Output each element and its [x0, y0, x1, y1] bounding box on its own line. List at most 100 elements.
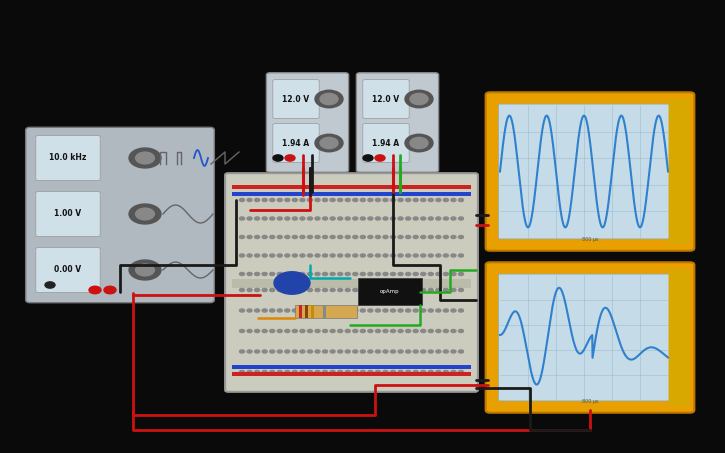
Circle shape: [247, 371, 252, 374]
FancyBboxPatch shape: [36, 192, 100, 236]
Circle shape: [315, 217, 320, 220]
Circle shape: [338, 272, 343, 275]
Circle shape: [360, 217, 365, 220]
FancyBboxPatch shape: [266, 73, 349, 172]
Circle shape: [136, 264, 154, 276]
Circle shape: [360, 350, 365, 353]
Circle shape: [451, 217, 456, 220]
Circle shape: [368, 309, 373, 312]
Circle shape: [428, 254, 434, 257]
Circle shape: [353, 198, 357, 202]
Circle shape: [239, 217, 244, 220]
Circle shape: [292, 371, 297, 374]
Text: 12.0 V: 12.0 V: [373, 95, 399, 103]
Circle shape: [383, 289, 388, 292]
Circle shape: [247, 236, 252, 239]
Circle shape: [458, 198, 463, 202]
Circle shape: [363, 155, 373, 161]
Circle shape: [458, 329, 463, 333]
Circle shape: [360, 272, 365, 275]
Circle shape: [406, 371, 410, 374]
FancyBboxPatch shape: [668, 99, 689, 244]
Circle shape: [420, 236, 426, 239]
Circle shape: [254, 329, 260, 333]
FancyBboxPatch shape: [486, 262, 695, 413]
Circle shape: [330, 289, 335, 292]
Circle shape: [391, 309, 396, 312]
Circle shape: [436, 350, 441, 353]
Circle shape: [262, 254, 267, 257]
Circle shape: [368, 371, 373, 374]
Circle shape: [376, 272, 381, 275]
Circle shape: [338, 329, 343, 333]
Circle shape: [330, 217, 335, 220]
Bar: [232, 185, 471, 189]
Circle shape: [285, 254, 290, 257]
Circle shape: [270, 217, 275, 220]
Circle shape: [444, 350, 448, 353]
Circle shape: [413, 272, 418, 275]
Circle shape: [285, 272, 290, 275]
Circle shape: [353, 329, 357, 333]
Circle shape: [413, 217, 418, 220]
Circle shape: [270, 350, 275, 353]
Circle shape: [254, 309, 260, 312]
Circle shape: [451, 254, 456, 257]
Circle shape: [307, 198, 312, 202]
Circle shape: [420, 272, 426, 275]
Circle shape: [285, 350, 290, 353]
Circle shape: [458, 371, 463, 374]
Circle shape: [330, 371, 335, 374]
Circle shape: [300, 272, 305, 275]
Circle shape: [270, 236, 275, 239]
Circle shape: [376, 289, 381, 292]
Circle shape: [444, 217, 448, 220]
Circle shape: [323, 217, 328, 220]
Circle shape: [406, 198, 410, 202]
Circle shape: [428, 350, 434, 353]
Bar: [232, 279, 471, 288]
Circle shape: [338, 198, 343, 202]
Circle shape: [375, 155, 385, 161]
Circle shape: [360, 371, 365, 374]
Circle shape: [254, 254, 260, 257]
Circle shape: [420, 289, 426, 292]
Circle shape: [405, 134, 433, 152]
Circle shape: [262, 236, 267, 239]
Circle shape: [300, 350, 305, 353]
Circle shape: [323, 371, 328, 374]
Circle shape: [323, 350, 328, 353]
Circle shape: [410, 93, 428, 105]
Circle shape: [285, 155, 295, 161]
Circle shape: [307, 371, 312, 374]
Circle shape: [451, 236, 456, 239]
FancyBboxPatch shape: [225, 173, 478, 392]
Bar: [299, 305, 302, 318]
Circle shape: [307, 272, 312, 275]
Circle shape: [458, 217, 463, 220]
Circle shape: [405, 90, 433, 108]
Circle shape: [239, 236, 244, 239]
Circle shape: [292, 236, 297, 239]
Circle shape: [323, 198, 328, 202]
Circle shape: [345, 236, 350, 239]
FancyBboxPatch shape: [273, 80, 319, 118]
Circle shape: [262, 272, 267, 275]
Circle shape: [451, 309, 456, 312]
Circle shape: [398, 329, 403, 333]
Circle shape: [274, 272, 310, 294]
Text: 0.00 V: 0.00 V: [54, 265, 82, 275]
Circle shape: [270, 198, 275, 202]
FancyBboxPatch shape: [499, 104, 669, 239]
Circle shape: [353, 289, 357, 292]
Circle shape: [444, 254, 448, 257]
Circle shape: [300, 217, 305, 220]
Circle shape: [273, 155, 283, 161]
Circle shape: [300, 198, 305, 202]
Circle shape: [104, 286, 116, 294]
Circle shape: [383, 309, 388, 312]
Circle shape: [247, 350, 252, 353]
Circle shape: [458, 254, 463, 257]
Circle shape: [239, 289, 244, 292]
Circle shape: [330, 309, 335, 312]
